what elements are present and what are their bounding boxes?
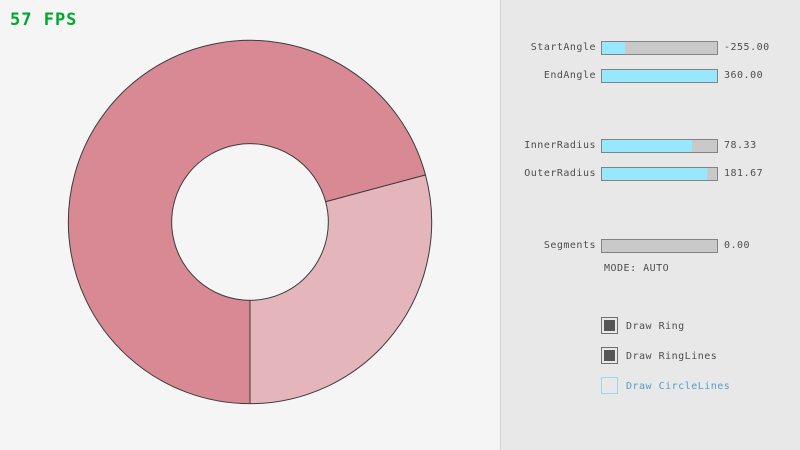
checkmark-fill: [604, 350, 615, 361]
checkmark-fill: [604, 320, 615, 331]
checkbox-box[interactable]: [601, 317, 618, 334]
checkmark-fill: [604, 380, 615, 391]
endangle-slider[interactable]: [601, 69, 718, 83]
startangle-label: StartAngle: [530, 42, 596, 53]
endangle-label: EndAngle: [543, 70, 596, 81]
segments-slider[interactable]: [601, 239, 718, 253]
innerradius-slider[interactable]: [601, 139, 718, 153]
outerradius-label: OuterRadius: [524, 168, 596, 179]
outerradius-slider-fill: [602, 168, 707, 180]
checkbox-label: Draw CircleLines: [626, 381, 731, 392]
segments-label: Segments: [543, 240, 596, 251]
endangle-slider-fill: [602, 70, 717, 82]
startangle-value: -255.00: [724, 42, 770, 53]
startangle-slider-fill: [602, 42, 625, 54]
fps-counter: 57 FPS: [10, 10, 78, 30]
endangle-value: 360.00: [724, 70, 764, 81]
outerradius-slider[interactable]: [601, 167, 718, 181]
segments-mode-text: MODE: AUTO: [604, 263, 670, 274]
checkbox-label: Draw Ring: [626, 321, 685, 332]
control-panel: StartAngle -255.00 EndAngle 360.00 Inner…: [500, 0, 800, 450]
ring-shape: [67, 39, 433, 405]
innerradius-value: 78.33: [724, 140, 757, 151]
ring-canvas: 57 FPS: [10, 10, 433, 405]
checkbox-box[interactable]: [601, 377, 618, 394]
startangle-slider[interactable]: [601, 41, 718, 55]
checkbox-label: Draw RingLines: [626, 351, 718, 362]
checkbox-box[interactable]: [601, 347, 618, 364]
innerradius-label: InnerRadius: [524, 140, 596, 151]
segments-value: 0.00: [724, 240, 751, 251]
outerradius-value: 181.67: [724, 168, 764, 179]
innerradius-slider-fill: [602, 140, 692, 152]
